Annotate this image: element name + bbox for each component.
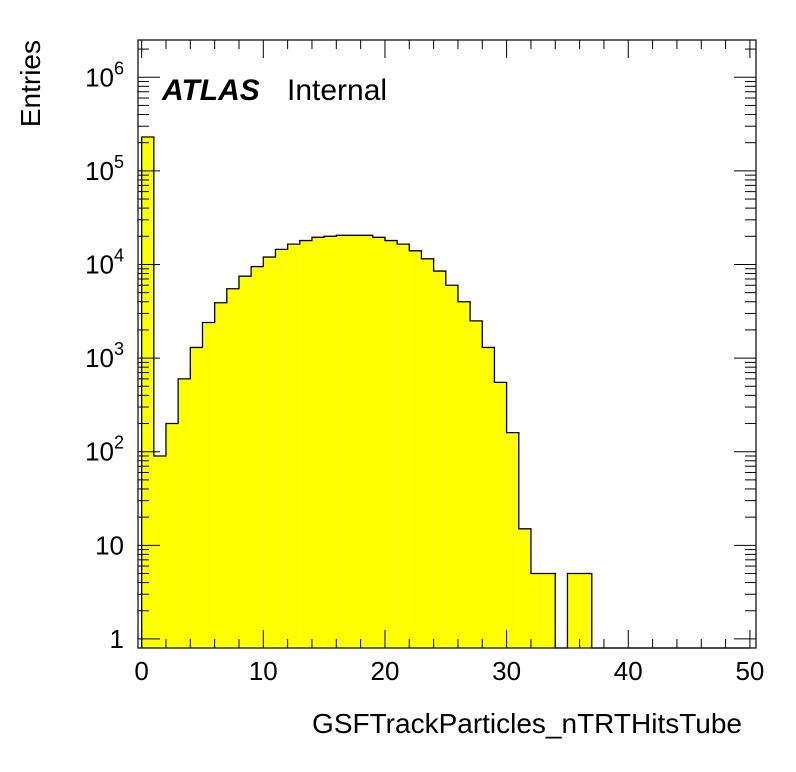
histogram-bar: [409, 250, 422, 649]
histogram-bar: [397, 244, 410, 648]
x-axis: 0 10 20 30 40 50: [134, 40, 764, 686]
x-tick-label: 30: [492, 656, 521, 686]
atlas-label: ATLAS: [161, 74, 260, 107]
x-tick-label: 0: [134, 656, 148, 686]
histogram-bar: [518, 528, 531, 648]
x-axis-title: GSFTrackParticles_nTRTHitsTube: [312, 708, 742, 739]
histogram-bar: [445, 285, 458, 648]
histogram-bar: [324, 236, 337, 649]
histogram-bar: [165, 423, 179, 648]
histogram-bar: [238, 276, 252, 648]
x-tick-label: 10: [249, 656, 278, 686]
histogram-bar: [494, 382, 507, 648]
histogram-bar: [348, 235, 361, 648]
y-tick-label: 104: [85, 245, 124, 279]
x-tick-label: 40: [614, 656, 643, 686]
y-axis-title: Entries: [15, 40, 46, 127]
histogram-bar: [141, 137, 154, 648]
histogram-bar: [190, 347, 203, 648]
histogram-bar: [214, 302, 227, 648]
histogram-outline: [141, 136, 750, 649]
x-tick-label: 50: [735, 656, 764, 686]
y-tick-label: 105: [85, 152, 124, 186]
y-tick-label: 10: [95, 530, 124, 560]
histogram-bar: [421, 258, 434, 648]
histogram-bar: [579, 573, 592, 648]
histogram-bar: [153, 455, 166, 648]
histogram-bar: [482, 347, 495, 648]
histogram-bar: [457, 301, 471, 648]
histogram-bar: [251, 266, 264, 648]
histogram-outline-group: [141, 136, 750, 649]
histogram-bar: [384, 240, 398, 648]
histogram-bar: [506, 432, 519, 648]
histogram-bar: [372, 237, 385, 648]
histogram-bar: [178, 378, 191, 648]
histogram-bar: [433, 271, 446, 648]
y-tick-label: 103: [85, 339, 124, 373]
y-tick-label: 1: [110, 624, 124, 654]
internal-label: Internal: [287, 74, 387, 107]
histogram-bar: [360, 235, 373, 648]
y-tick-label: 102: [85, 433, 124, 467]
histogram-bar: [311, 237, 325, 648]
histogram-bar: [530, 573, 544, 648]
x-tick-label: 20: [370, 656, 399, 686]
y-tick-label: 106: [85, 58, 124, 92]
histogram-bar: [263, 257, 276, 648]
histogram-bar: [543, 573, 556, 648]
bars-group: [141, 137, 592, 649]
plot-frame: [137, 39, 757, 649]
histogram-bar: [202, 322, 215, 648]
histogram-bar: [336, 235, 349, 648]
y-axis: 1 10 102 103 104 105 106: [85, 48, 756, 654]
histogram-bar: [287, 244, 300, 648]
histogram-bar: [299, 240, 312, 648]
histogram-bar: [226, 288, 239, 648]
histogram-bar: [275, 249, 288, 648]
histogram-bar: [470, 320, 483, 648]
histogram-bar: [567, 573, 580, 648]
